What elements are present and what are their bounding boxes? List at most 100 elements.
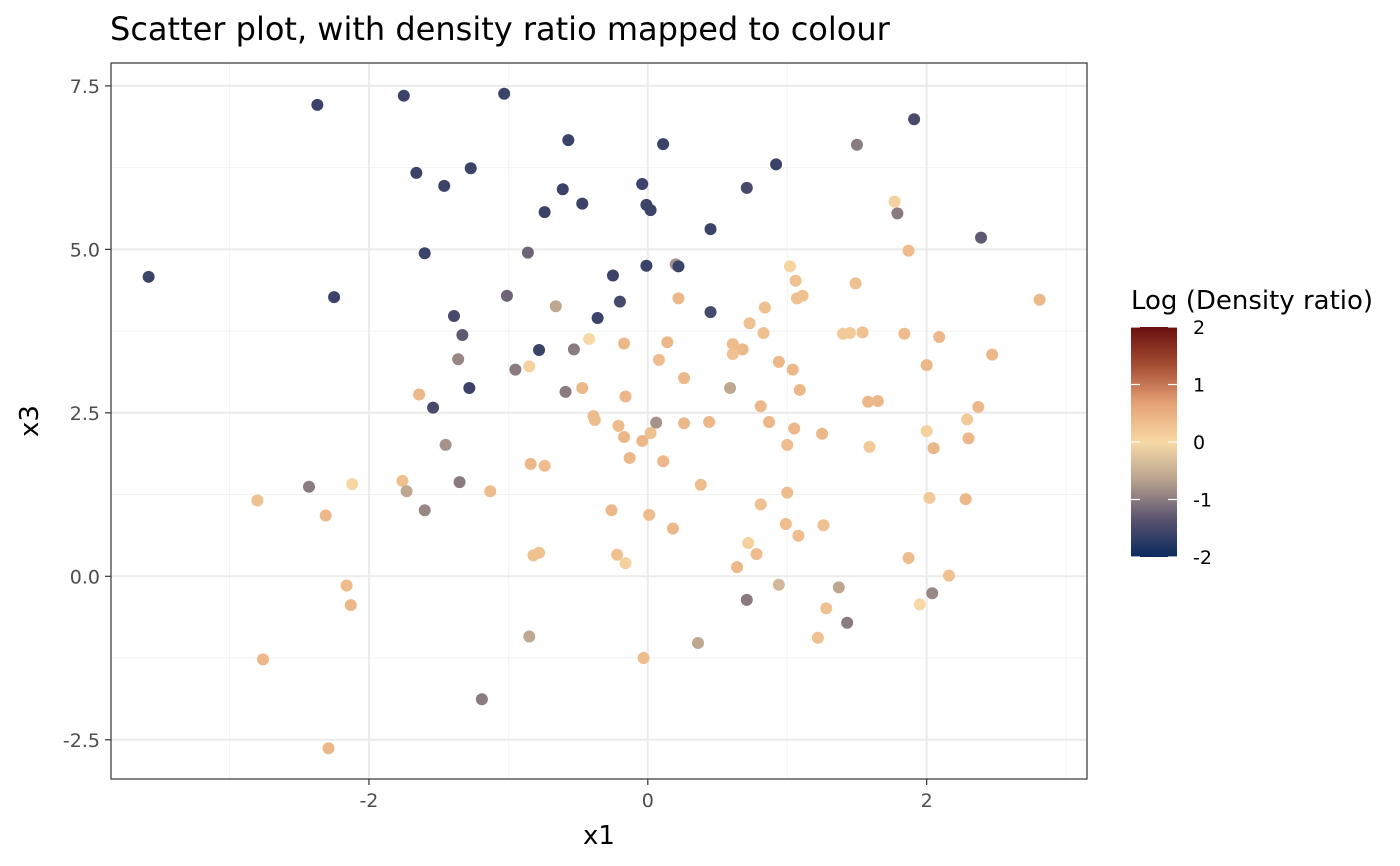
legend-tick-label: 2 [1193, 317, 1205, 339]
legend-tick-label: 1 [1193, 375, 1205, 397]
data-point [256, 653, 269, 666]
data-point [640, 259, 653, 272]
chart-title: Scatter plot, with density ratio mapped … [110, 10, 891, 48]
x-tick-label: 0 [642, 790, 654, 812]
data-point [583, 332, 596, 345]
data-point [871, 395, 884, 408]
data-point [754, 400, 767, 413]
data-point [757, 327, 770, 340]
data-point [902, 551, 915, 564]
data-point [340, 579, 353, 592]
data-point [591, 312, 604, 325]
data-point [770, 158, 783, 171]
data-point [961, 413, 974, 426]
data-point [920, 359, 933, 372]
data-point [606, 269, 619, 282]
minor-gridlines [111, 63, 1087, 779]
data-point [397, 89, 410, 102]
data-point [672, 260, 685, 273]
data-point [400, 485, 413, 498]
data-point [750, 548, 763, 561]
data-point [611, 548, 624, 561]
data-point [319, 509, 332, 522]
data-point [464, 162, 477, 175]
data-point [453, 476, 466, 489]
data-point [456, 329, 469, 342]
data-point [816, 427, 829, 440]
data-point [792, 529, 805, 542]
data-point [933, 330, 946, 343]
data-point [311, 98, 324, 111]
data-point [322, 742, 335, 755]
data-point [623, 451, 636, 464]
data-point [636, 177, 649, 190]
data-point [863, 440, 876, 453]
data-point [533, 344, 546, 357]
data-point [743, 317, 756, 330]
data-point [452, 353, 465, 366]
data-point [652, 353, 665, 366]
y-tick-label: 2.5 [70, 403, 100, 425]
data-point [811, 631, 824, 644]
data-point [418, 247, 431, 260]
data-point [396, 474, 409, 487]
data-point [588, 414, 601, 427]
data-point [843, 327, 856, 340]
data-point [509, 363, 522, 376]
data-point [1033, 293, 1046, 306]
data-point [772, 578, 785, 591]
y-tick-label: 7.5 [70, 76, 100, 98]
data-point [346, 478, 359, 491]
data-point [447, 310, 460, 323]
data-point [796, 289, 809, 302]
data-point [650, 416, 663, 429]
data-point [644, 427, 657, 440]
data-point [427, 401, 440, 414]
panel-border [110, 62, 1088, 780]
data-point [788, 422, 801, 435]
y-axis: -2.5 0.0 2.5 5.0 7.5 [63, 76, 111, 752]
data-point [556, 183, 569, 196]
data-point [328, 291, 341, 304]
data-point [923, 491, 936, 504]
x-axis-title: x1 [583, 821, 615, 851]
data-point [841, 616, 854, 629]
data-point [439, 438, 452, 451]
data-point [418, 504, 431, 517]
data-point [605, 504, 618, 517]
data-point [657, 455, 670, 468]
data-point [888, 195, 901, 208]
data-point [891, 207, 904, 220]
data-point [527, 549, 540, 562]
data-point [793, 383, 806, 396]
data-point [726, 338, 739, 351]
data-point [856, 326, 869, 339]
data-point [704, 223, 717, 236]
data-point [661, 336, 674, 349]
data-point [302, 480, 315, 493]
legend-title: Log (Density ratio) [1131, 286, 1373, 316]
data-point [538, 206, 551, 219]
y-tick-label: 0.0 [70, 566, 100, 588]
data-point [754, 498, 767, 511]
legend-ticks: 2 1 0 -1 -2 [1131, 317, 1212, 569]
data-point [781, 438, 794, 451]
data-point [618, 431, 631, 444]
data-point [740, 593, 753, 606]
data-point [850, 138, 863, 151]
x-tick-label: 2 [921, 790, 933, 812]
major-gridlines [111, 63, 1087, 779]
data-point [657, 138, 670, 151]
plot-panel [110, 62, 1088, 780]
data-point [820, 602, 833, 615]
data-point [758, 301, 771, 314]
data-point [862, 395, 875, 408]
data-point [619, 390, 632, 403]
data-point [703, 415, 716, 428]
x-tick-label: -2 [359, 790, 378, 812]
data-point [959, 493, 972, 506]
data-points [142, 87, 1046, 755]
data-point [636, 434, 649, 447]
data-point [726, 347, 739, 360]
